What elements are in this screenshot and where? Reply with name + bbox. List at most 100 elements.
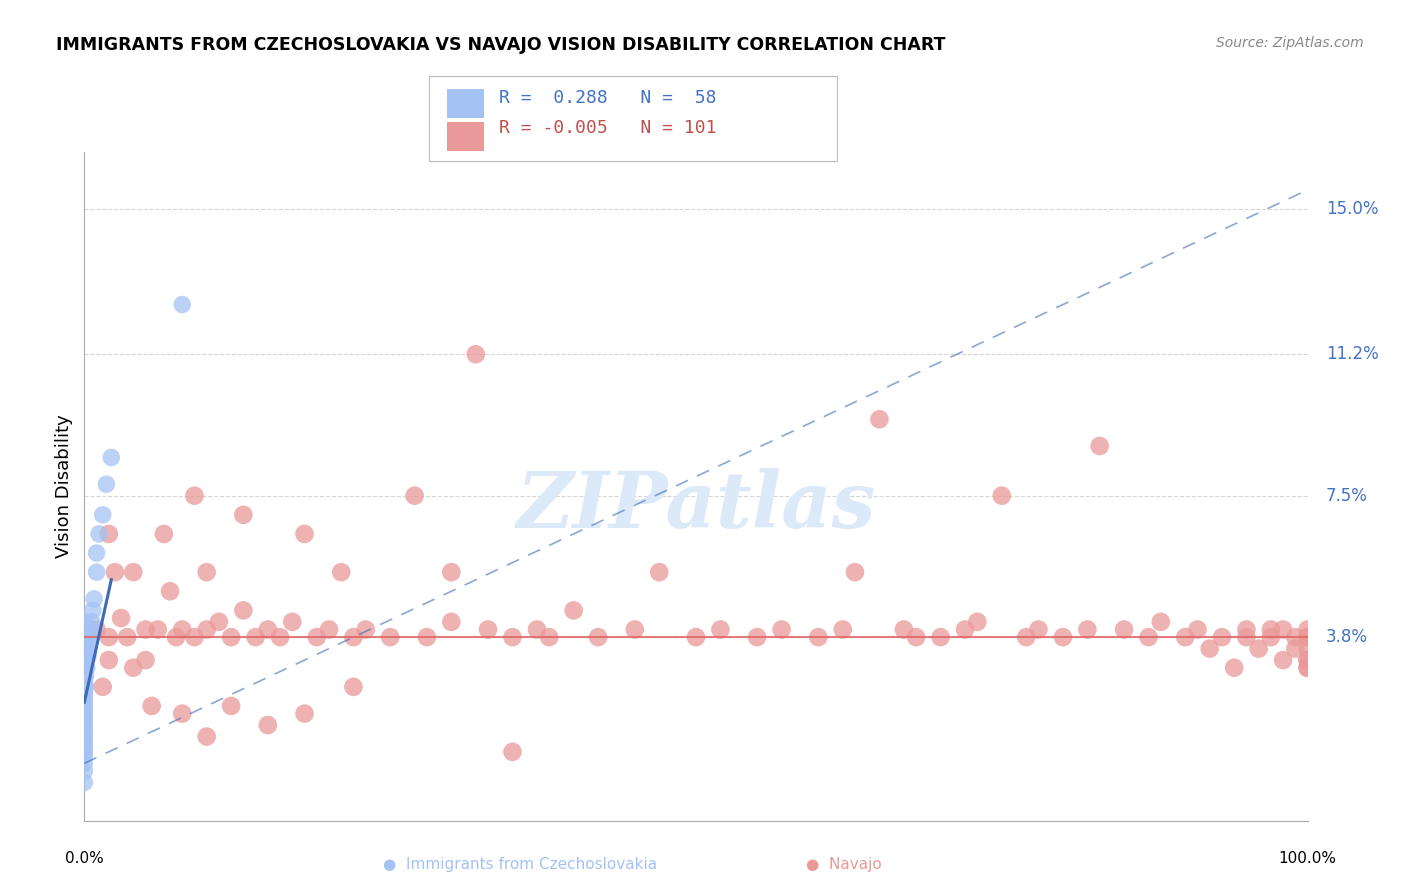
Point bbox=[165, 630, 187, 644]
Point bbox=[354, 623, 377, 637]
Point bbox=[305, 630, 328, 644]
Point bbox=[1247, 641, 1270, 656]
Point bbox=[77, 649, 100, 664]
Point bbox=[770, 623, 793, 637]
Point bbox=[73, 730, 96, 744]
Point bbox=[990, 489, 1012, 503]
Point bbox=[1052, 630, 1074, 644]
Point bbox=[1260, 630, 1282, 644]
Point bbox=[245, 630, 267, 644]
Point bbox=[1088, 439, 1111, 453]
Point bbox=[73, 634, 96, 648]
Point bbox=[122, 661, 145, 675]
Point bbox=[73, 741, 96, 756]
Point bbox=[342, 630, 364, 644]
Point bbox=[135, 623, 157, 637]
Point bbox=[869, 412, 891, 426]
Point bbox=[1174, 630, 1197, 644]
Point bbox=[844, 565, 866, 579]
Point bbox=[73, 668, 96, 682]
Point bbox=[77, 638, 100, 652]
Point bbox=[183, 630, 205, 644]
Point bbox=[73, 764, 96, 778]
Point bbox=[172, 297, 194, 311]
Point bbox=[73, 745, 96, 759]
Point bbox=[1223, 661, 1246, 675]
Point bbox=[73, 695, 96, 709]
Point bbox=[342, 680, 364, 694]
Point bbox=[73, 680, 96, 694]
Point bbox=[97, 653, 120, 667]
Point bbox=[73, 615, 96, 629]
Point bbox=[893, 623, 915, 637]
Point bbox=[73, 725, 96, 739]
Point bbox=[1137, 630, 1160, 644]
Point bbox=[87, 527, 110, 541]
Point bbox=[135, 653, 157, 667]
Point bbox=[1296, 661, 1319, 675]
Point bbox=[76, 661, 98, 675]
Point bbox=[1284, 641, 1306, 656]
Text: IMMIGRANTS FROM CZECHOSLOVAKIA VS NAVAJO VISION DISABILITY CORRELATION CHART: IMMIGRANTS FROM CZECHOSLOVAKIA VS NAVAJO… bbox=[56, 36, 946, 54]
Point bbox=[96, 477, 118, 491]
Point bbox=[440, 565, 463, 579]
Point bbox=[464, 347, 486, 361]
Point bbox=[73, 756, 96, 771]
Point bbox=[1028, 623, 1050, 637]
Text: 3.8%: 3.8% bbox=[1326, 628, 1368, 646]
Point bbox=[77, 623, 100, 637]
Text: Source: ZipAtlas.com: Source: ZipAtlas.com bbox=[1216, 36, 1364, 50]
Point bbox=[538, 630, 561, 644]
Point bbox=[905, 630, 928, 644]
Text: ZIPatlas: ZIPatlas bbox=[516, 468, 876, 544]
Point bbox=[1296, 623, 1319, 637]
Point bbox=[73, 649, 96, 664]
Point bbox=[82, 603, 104, 617]
Point bbox=[195, 730, 218, 744]
Point bbox=[1015, 630, 1038, 644]
Point bbox=[73, 661, 96, 675]
Text: R =  0.288   N =  58: R = 0.288 N = 58 bbox=[499, 89, 717, 107]
Point bbox=[73, 714, 96, 729]
Point bbox=[73, 641, 96, 656]
Point bbox=[807, 630, 830, 644]
Point bbox=[110, 611, 132, 625]
Point bbox=[159, 584, 181, 599]
Point bbox=[685, 630, 707, 644]
Point bbox=[76, 641, 98, 656]
Point bbox=[281, 615, 304, 629]
Point bbox=[1211, 630, 1233, 644]
Point bbox=[416, 630, 439, 644]
Point bbox=[1296, 653, 1319, 667]
Text: 0.0%: 0.0% bbox=[65, 851, 104, 866]
Point bbox=[122, 565, 145, 579]
Point bbox=[73, 638, 96, 652]
Point bbox=[73, 676, 96, 690]
Point bbox=[232, 603, 254, 617]
Point bbox=[586, 630, 609, 644]
Point bbox=[73, 645, 96, 659]
Point bbox=[97, 630, 120, 644]
Text: R = -0.005   N = 101: R = -0.005 N = 101 bbox=[499, 119, 717, 136]
Point bbox=[1284, 630, 1306, 644]
Point bbox=[219, 630, 242, 644]
Point bbox=[195, 565, 218, 579]
Point bbox=[1234, 623, 1257, 637]
Point bbox=[1272, 653, 1295, 667]
Point bbox=[624, 623, 647, 637]
Point bbox=[83, 591, 105, 606]
Point bbox=[73, 665, 96, 679]
Point bbox=[141, 698, 163, 713]
Point bbox=[709, 623, 731, 637]
Point bbox=[86, 546, 108, 560]
Point bbox=[1260, 623, 1282, 637]
Point bbox=[1198, 641, 1220, 656]
Point bbox=[86, 623, 108, 637]
Point bbox=[1187, 623, 1209, 637]
Point bbox=[294, 706, 316, 721]
Point bbox=[86, 565, 108, 579]
Point bbox=[73, 623, 96, 637]
Point bbox=[73, 737, 96, 751]
Point bbox=[73, 657, 96, 671]
Point bbox=[80, 615, 103, 629]
